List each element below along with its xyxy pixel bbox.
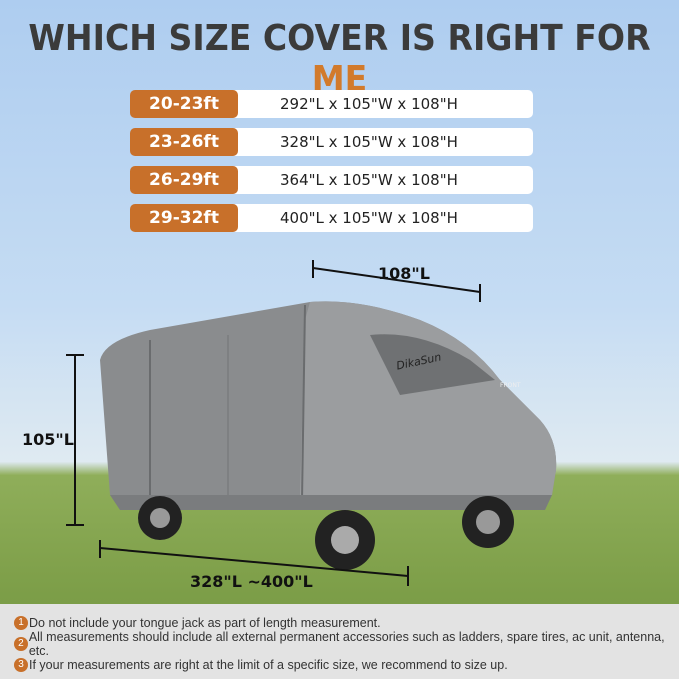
size-dimensions: 400"L x 105"W x 108"H — [230, 204, 533, 232]
note-item: 1 Do not include your tongue jack as part… — [14, 612, 679, 633]
note-number: 3 — [14, 657, 28, 672]
note-item: 2 All measurements should include all ext… — [14, 630, 679, 658]
size-dimensions: 328"L x 105"W x 108"H — [230, 128, 533, 156]
notes-panel: 1 Do not include your tongue jack as part… — [0, 604, 679, 679]
size-range: 26-29ft — [130, 166, 238, 194]
title-text: WHICH SIZE COVER IS RIGHT FOR — [28, 18, 651, 59]
note-number: 1 — [14, 615, 28, 630]
size-range: 20-23ft — [130, 90, 238, 118]
size-row: 23-26ft 328"L x 105"W x 108"H — [130, 128, 533, 156]
note-text: If your measurements are right at the li… — [29, 657, 508, 672]
size-row: 20-23ft 292"L x 105"W x 108"H — [130, 90, 533, 118]
page-title: WHICH SIZE COVER IS RIGHT FOR ME — [27, 18, 652, 100]
bottom-dimension-label: 328"L ~400"L — [190, 572, 313, 591]
size-row: 26-29ft 364"L x 105"W x 108"H — [130, 166, 533, 194]
note-text: Do not include your tongue jack as part … — [29, 615, 381, 630]
dimension-lines — [66, 260, 481, 586]
size-row: 29-32ft 400"L x 105"W x 108"H — [130, 204, 533, 232]
top-dimension-label: 108"L — [378, 264, 430, 283]
note-item: 3 If your measurements are right at the l… — [14, 654, 679, 675]
rv-cover — [100, 301, 557, 510]
note-text: All measurements should include all exte… — [28, 629, 665, 658]
front-label: FRONT — [500, 382, 521, 389]
wheels — [138, 496, 514, 570]
size-dimensions: 292"L x 105"W x 108"H — [230, 90, 533, 118]
size-dimensions: 364"L x 105"W x 108"H — [230, 166, 533, 194]
note-number: 2 — [14, 636, 28, 651]
size-range: 29-32ft — [130, 204, 238, 232]
side-dimension-label: 105"L — [22, 430, 74, 449]
size-range: 23-26ft — [130, 128, 238, 156]
